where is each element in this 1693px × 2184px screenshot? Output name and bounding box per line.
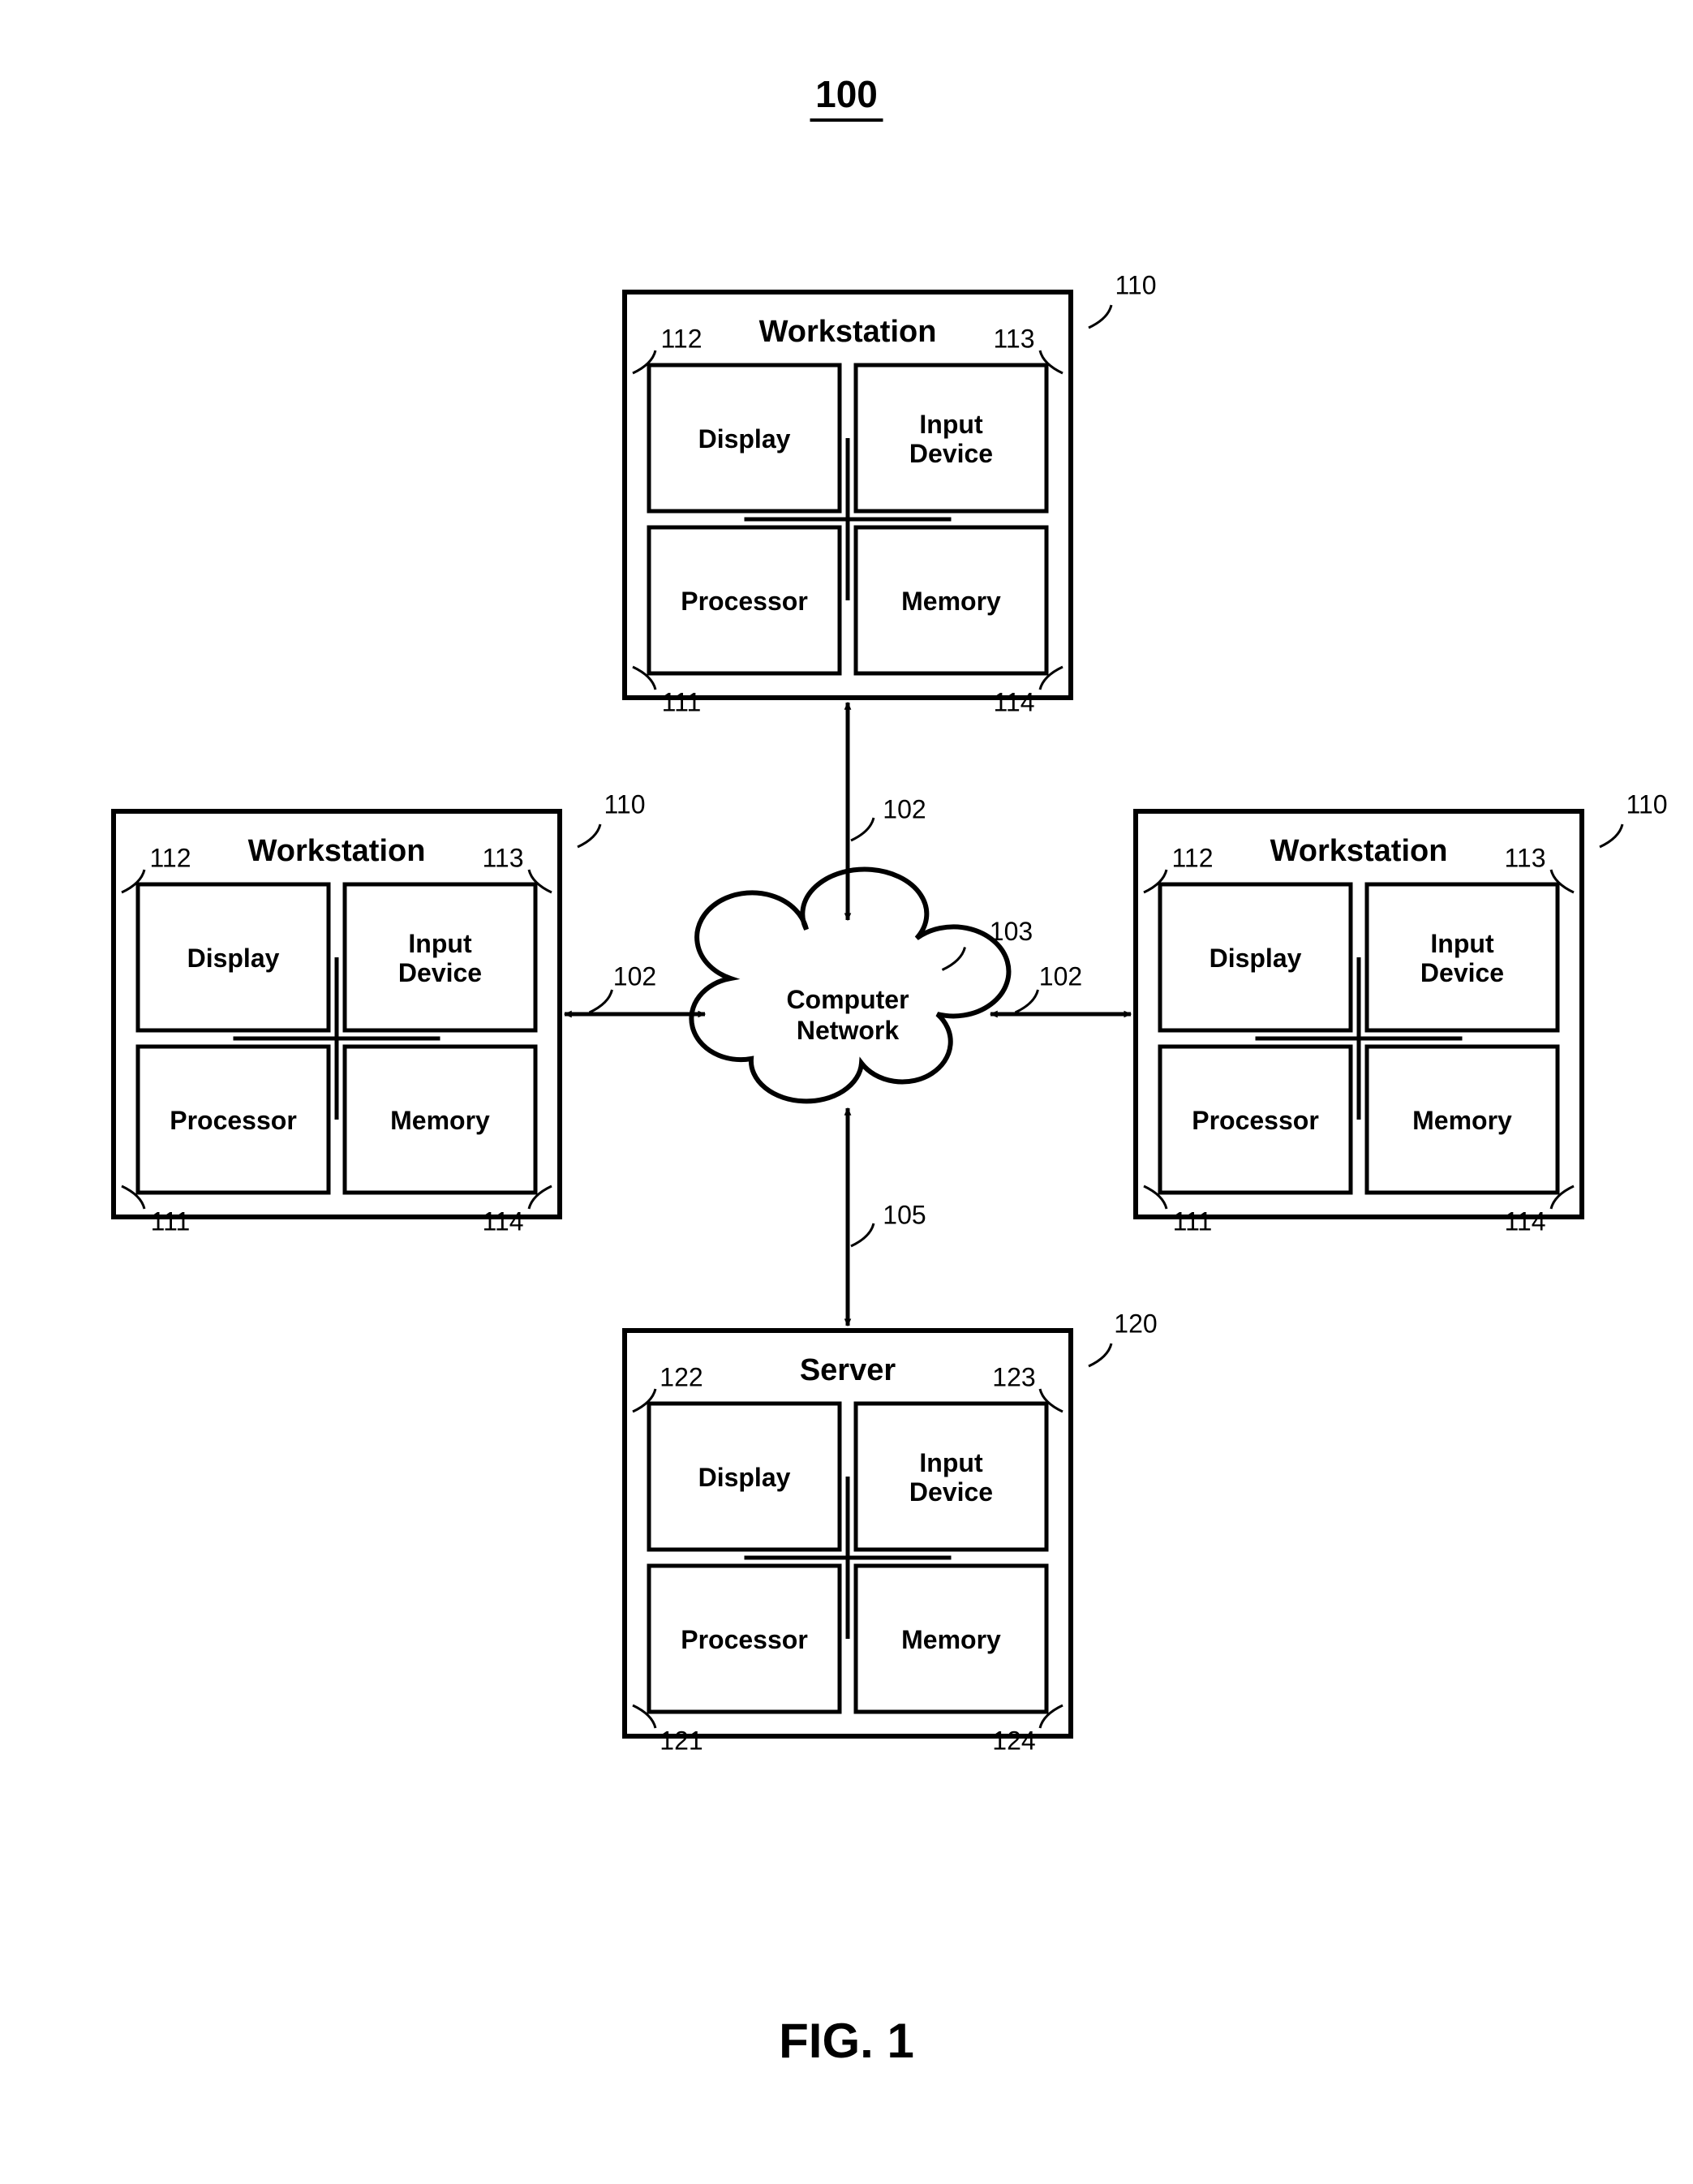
node-ref: 110: [604, 789, 645, 819]
node-ref: 110: [1115, 270, 1156, 299]
ref-tr: 123: [992, 1362, 1035, 1391]
ref-tl: 112: [149, 843, 191, 872]
ref-bl: 121: [660, 1726, 703, 1755]
node-title: Workstation: [248, 834, 426, 868]
conn-ref: 102: [613, 961, 656, 991]
comp-br-label: Memory: [390, 1106, 490, 1135]
conn-ref: 105: [883, 1200, 926, 1229]
cloud-ref: 103: [990, 917, 1033, 946]
comp-bl-label: Processor: [681, 587, 808, 616]
ref-tl: 112: [1171, 843, 1213, 872]
ref-br: 124: [992, 1726, 1035, 1755]
comp-br-label: Memory: [901, 1625, 1001, 1654]
comp-tr-label: InputDevice: [1420, 929, 1504, 987]
ref-tr: 113: [993, 324, 1034, 353]
figure-caption: FIG. 1: [779, 2014, 914, 2068]
comp-bl-label: Processor: [681, 1625, 808, 1654]
comp-br-label: Memory: [901, 587, 1001, 616]
node-ref: 110: [1626, 789, 1667, 819]
figure-id-label: 100: [815, 73, 878, 115]
ref-bl: 111: [662, 687, 702, 716]
comp-bl-label: Processor: [1192, 1106, 1319, 1135]
comp-tr-label: InputDevice: [909, 410, 993, 468]
conn-ref: 102: [1039, 961, 1082, 991]
ref-bl: 111: [1173, 1206, 1213, 1236]
node-title: Workstation: [759, 315, 937, 349]
ref-tr: 113: [482, 843, 523, 872]
conn-ref: 102: [883, 794, 926, 823]
ref-br: 114: [993, 687, 1034, 716]
node-ref: 120: [1114, 1309, 1157, 1338]
ref-br: 114: [482, 1206, 523, 1236]
ref-tr: 113: [1504, 843, 1545, 872]
node-title: Workstation: [1270, 834, 1448, 868]
node-title: Server: [800, 1353, 896, 1387]
comp-tl-label: Display: [1210, 944, 1302, 973]
ref-tl: 122: [660, 1362, 703, 1391]
ref-tl: 112: [660, 324, 702, 353]
comp-br-label: Memory: [1412, 1106, 1512, 1135]
comp-tr-label: InputDevice: [398, 929, 482, 987]
comp-bl-label: Processor: [170, 1106, 297, 1135]
ref-br: 114: [1504, 1206, 1545, 1236]
comp-tr-label: InputDevice: [909, 1448, 993, 1507]
comp-tl-label: Display: [698, 424, 791, 454]
ref-bl: 111: [151, 1206, 191, 1236]
comp-tl-label: Display: [698, 1463, 791, 1492]
comp-tl-label: Display: [187, 944, 280, 973]
